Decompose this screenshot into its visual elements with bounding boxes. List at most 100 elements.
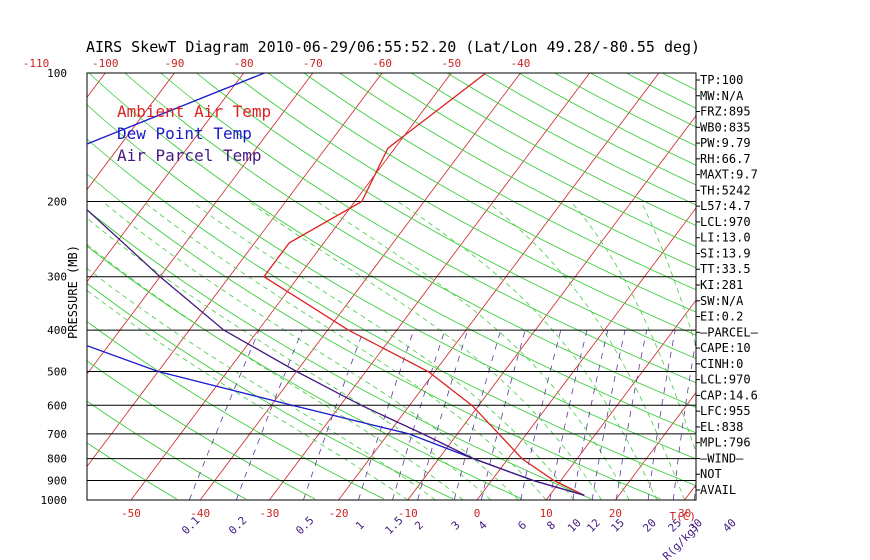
series-line-dew-point-temp <box>87 73 585 496</box>
moist-adiabat-line <box>248 201 602 500</box>
isotherm-line <box>615 391 696 500</box>
mixing-ratio-tick-label: 0.5 <box>293 514 316 537</box>
moist-adiabat-line <box>190 201 575 500</box>
isotherm-line <box>0 73 36 500</box>
legend-item: Air Parcel Temp <box>117 146 262 165</box>
top-temp-tick-label: -110 <box>23 57 50 70</box>
side-index-label: L57:4.7 <box>700 199 751 213</box>
top-temp-tick-label: -40 <box>511 57 531 70</box>
mixing-ratio-line <box>672 337 696 500</box>
dry-adiabat-line <box>87 360 316 500</box>
side-index-label: LI:13.0 <box>700 231 751 245</box>
side-index-label: LFC:955 <box>700 404 751 418</box>
y-axis-label: PRESSURE (MB) <box>66 245 80 339</box>
dry-adiabat-line <box>87 282 454 500</box>
mixing-ratio-line <box>392 329 446 500</box>
side-index-label: LCL:970 <box>700 373 751 387</box>
pressure-tick-label: 500 <box>47 365 67 378</box>
legend: Ambient Air Temp Dew Point Temp Air Parcel… <box>117 102 271 165</box>
isotherm-line <box>407 115 696 500</box>
side-index-label: CAPE:10 <box>700 341 751 355</box>
moist-adiabat-line <box>486 201 685 500</box>
dry-adiabat-line <box>375 73 696 247</box>
dry-adiabat-line <box>87 209 592 500</box>
isotherm-line <box>199 73 521 500</box>
isotherm-line <box>87 73 383 468</box>
isotherm-line <box>87 73 314 375</box>
pressure-tick-label: 600 <box>47 399 67 412</box>
mixing-ratio-line <box>615 330 648 500</box>
mixing-ratio-tick-label: 10 <box>565 516 584 535</box>
pressure-tick-label: 300 <box>47 271 67 284</box>
mixing-ratio-tick-label: 3 <box>449 519 463 533</box>
isotherm-line <box>823 73 870 500</box>
side-index-label: TP:100 <box>700 73 743 87</box>
dry-adiabat-line <box>196 73 696 360</box>
isotherm-line <box>87 73 175 191</box>
temp-unit-label: T(C) <box>670 510 697 523</box>
moist-adiabat-line <box>87 289 409 500</box>
mixing-ratio-tick-label: 12 <box>584 516 603 535</box>
side-index-label: CINH:0 <box>700 357 743 371</box>
dry-adiabat-line <box>339 73 696 269</box>
mixing-ratio-tick-label: 1 <box>353 519 367 533</box>
mixing-ratio-line <box>358 329 415 500</box>
series-line-air-parcel-temp <box>87 208 585 496</box>
side-index-label: TH:5242 <box>700 183 751 197</box>
isotherm-line <box>545 299 696 500</box>
dry-adiabat-line <box>87 245 523 500</box>
chart-title: AIRS SkewT Diagram 2010-06-29/06:55:52.2… <box>86 38 700 56</box>
mixing-ratio-tick-label: 20 <box>640 516 659 535</box>
bottom-temp-tick-label: -10 <box>398 507 418 520</box>
dry-adiabat-line <box>662 73 696 91</box>
side-index-label: PW:9.79 <box>700 136 751 150</box>
side-index-label: SW:N/A <box>700 294 744 308</box>
top-temp-tick-label: -70 <box>303 57 323 70</box>
moist-adiabat-line <box>102 201 519 500</box>
pressure-tick-label: 900 <box>47 474 67 487</box>
pressure-tick-label: 400 <box>47 324 67 337</box>
bottom-temp-tick-label: 20 <box>609 507 622 520</box>
top-temp-tick-label: -50 <box>441 57 461 70</box>
side-index-label: EI:0.2 <box>700 310 743 324</box>
isotherm-line <box>476 207 696 500</box>
dry-adiabat-line <box>87 104 696 460</box>
dry-adiabat-line <box>87 173 661 500</box>
bottom-temp-tick-label: -50 <box>121 507 141 520</box>
traces <box>87 73 585 496</box>
isotherm-line <box>87 73 244 283</box>
side-index-label: LCL:970 <box>700 215 751 229</box>
pressure-tick-label: 800 <box>47 453 67 466</box>
bottom-temp-tick-label: 30 <box>678 507 691 520</box>
side-index-label: AVAIL <box>700 483 736 497</box>
pressure-tick-label: 200 <box>47 196 67 209</box>
side-index-label: EL:838 <box>700 420 743 434</box>
side-index-label: NOT <box>700 467 722 481</box>
moist-adiabat-line <box>570 201 696 454</box>
side-index-label: SI:13.9 <box>700 246 751 260</box>
mixing-ratio-line <box>549 330 588 500</box>
series-line-ambient-air-temp <box>262 73 585 496</box>
mixing-ratio-tick-label: 2 <box>412 519 426 533</box>
side-index-label: —PARCEL— <box>700 325 759 339</box>
mixing-ratio-tick-label: 0.2 <box>226 514 249 537</box>
mixing-ratio-tick-label: 6 <box>515 519 529 533</box>
mixing-ratio-line <box>647 330 676 500</box>
dry-adiabat-line <box>87 400 246 500</box>
moist-adiabat-line <box>397 201 658 500</box>
mixing-ratio-line <box>188 329 260 500</box>
top-temp-tick-label: -60 <box>372 57 392 70</box>
side-index-label: WB0:835 <box>700 120 751 134</box>
top-temp-tick-label: -100 <box>92 57 119 70</box>
bottom-temp-tick-label: 0 <box>474 507 481 520</box>
pressure-tick-label: 1000 <box>41 494 68 507</box>
side-index-label: RH:66.7 <box>700 152 751 166</box>
mixing-ratio-tick-label: 4 <box>476 518 490 532</box>
dry-adiabat-line <box>482 73 696 186</box>
isotherm-line <box>130 73 452 500</box>
dry-adiabat-line <box>518 73 696 166</box>
dry-adiabat-line <box>88 73 696 434</box>
moist-adiabat-line <box>87 217 492 500</box>
